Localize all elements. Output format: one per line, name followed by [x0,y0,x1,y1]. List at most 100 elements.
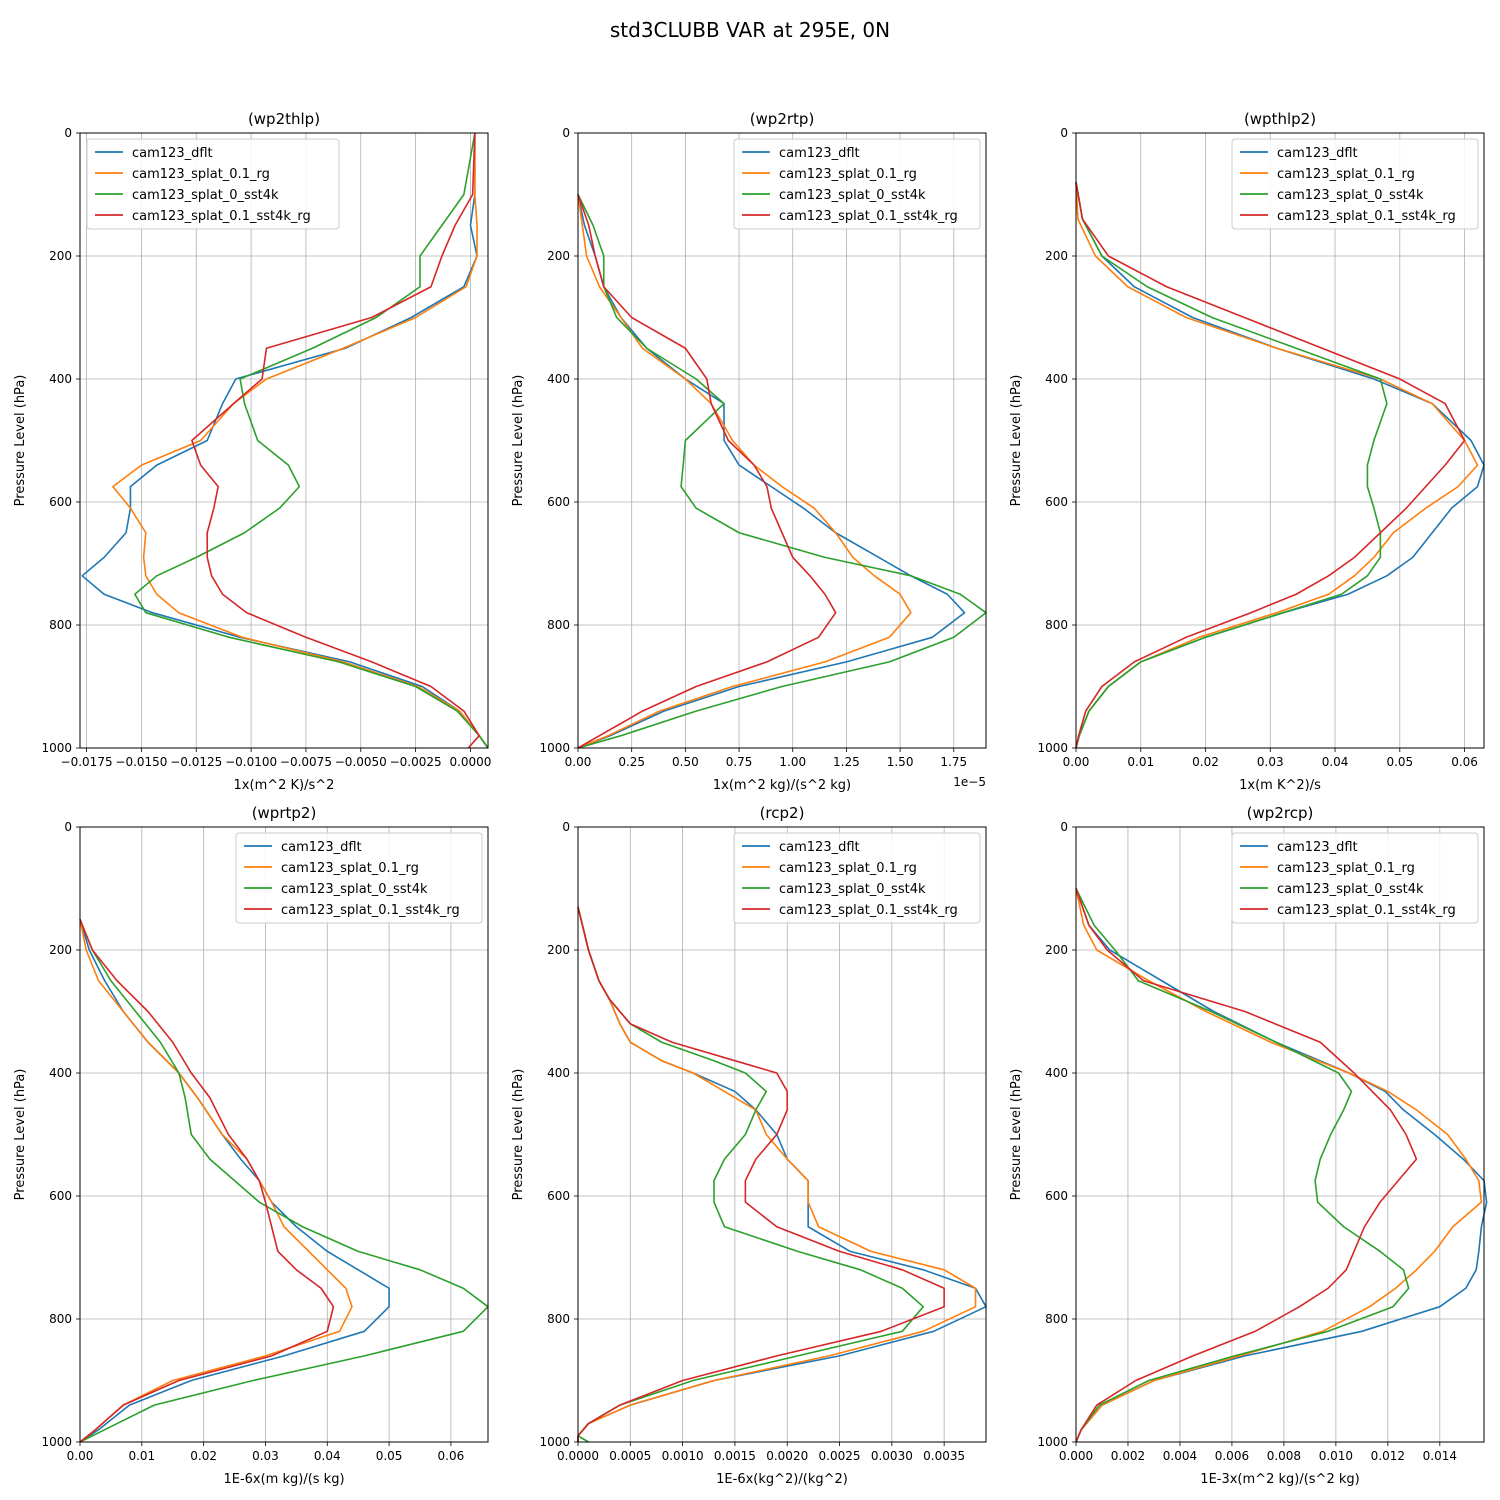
x-tick-label: 0.0035 [923,1449,965,1463]
y-tick-label: 600 [1045,495,1068,509]
plot-frame [577,132,987,749]
legend-entry: cam123_splat_0.1_rg [1277,861,1415,876]
legend: cam123_dflt cam123_splat_0.1_rg cam123_spl… [733,832,981,924]
x-tick-label: 0.0025 [819,1449,861,1463]
legend: cam123_dflt cam123_splat_0.1_rg cam123_spl… [1231,832,1479,924]
x-axis-label: 1x(m K^2)/s [1239,778,1321,793]
x-axis-label: 1x(m^2 K)/s^2 [234,778,335,793]
legend-entry: cam123_splat_0.1_rg [779,167,917,182]
x-axis-label: 1E-6x(m kg)/(s kg) [223,1472,344,1487]
x-tick-label: 0.006 [1215,1449,1249,1463]
legend-box [733,138,981,230]
x-tick-label: 0.002 [1111,1449,1145,1463]
legend-box [235,832,483,924]
legend-entry: cam123_splat_0_sst4k [779,882,926,897]
chart-panel-2: 0.00 0.25 0.50 0.75 1.00 1.25 1.50 1.75 0 200 400 6… [511,110,987,793]
x-tick-label: 0.0005 [609,1449,651,1463]
legend: cam123_dflt cam123_splat_0.1_rg cam123_spl… [1231,138,1479,230]
x-tick-label: 0.010 [1319,1449,1353,1463]
y-tick-label: 1000 [539,1435,570,1449]
legend-entry: cam123_splat_0.1_sst4k_rg [132,209,311,224]
series-line-cam123_splat_0_sst4k [1075,888,1410,1443]
legend-entry: cam123_splat_0_sst4k [132,188,279,203]
series-line-cam123_splat_0_sst4k [1075,182,1388,749]
panel-title: (wp2rtp) [750,110,815,128]
chart-panel-1: −0.0175 −0.0150 −0.0125 −0.0100 −0.0075 −0.00… [13,110,491,793]
x-axis-label: 1x(m^2 kg)/(s^2 kg) [713,778,851,793]
y-tick-label: 800 [49,1312,72,1326]
x-tick-label: 0.012 [1371,1449,1405,1463]
y-axis-label: Pressure Level (hPa) [13,375,28,507]
panel-title: (wp2rcp) [1247,804,1314,822]
legend-entry: cam123_splat_0.1_sst4k_rg [779,209,958,224]
series-line-cam123_splat_0.1_rg [577,906,977,1442]
series-line-cam123_splat_0.1_rg [1075,888,1483,1443]
x-tick-label: −0.0150 [115,755,167,769]
x-tick-label: 0.0000 [449,755,491,769]
x-tick-label: 0.02 [1192,755,1219,769]
x-tick-label: 0.50 [672,755,699,769]
legend-entry: cam123_splat_0_sst4k [281,882,428,897]
y-tick-label: 1000 [1037,741,1068,755]
chart-panel-3: 0.00 0.01 0.02 0.03 0.04 0.05 0.06 0 200 400 600 80… [1009,110,1485,793]
y-axis-label: Pressure Level (hPa) [13,1069,28,1201]
legend: cam123_dflt cam123_splat_0.1_rg cam123_spl… [86,138,340,230]
plot-frame [79,132,489,749]
series-line-cam123_splat_0.1_sst4k_rg [577,906,945,1442]
legend-entry: cam123_dflt [281,840,362,855]
x-tick-label: 0.00 [565,755,592,769]
y-tick-label: 200 [49,249,72,263]
legend: cam123_dflt cam123_splat_0.1_rg cam123_spl… [733,138,981,230]
legend-entry: cam123_splat_0.1_sst4k_rg [281,903,460,918]
x-tick-label: −0.0050 [335,755,387,769]
legend-entry: cam123_splat_0.1_rg [1277,167,1415,182]
y-tick-label: 200 [547,943,570,957]
y-axis-label: Pressure Level (hPa) [511,1069,526,1201]
series-line-cam123_splat_0_sst4k [134,132,489,749]
x-tick-label: 0.03 [252,1449,279,1463]
y-tick-label: 400 [1045,1066,1068,1080]
y-axis-label: Pressure Level (hPa) [1009,375,1024,507]
y-tick-label: 1000 [1037,1435,1068,1449]
y-tick-label: 200 [1045,943,1068,957]
y-tick-label: 800 [49,618,72,632]
x-tick-label: 0.04 [314,1449,341,1463]
figure-title: std3CLUBB VAR at 295E, 0N [610,18,890,42]
chart-panel-5: 0.0000 0.0005 0.0010 0.0015 0.0020 0.0025 0.00… [511,804,987,1487]
x-tick-label: −0.0175 [61,755,113,769]
series-line-cam123_dflt [577,194,966,749]
y-tick-label: 400 [1045,372,1068,386]
y-tick-label: 400 [547,372,570,386]
y-tick-label: 800 [1045,618,1068,632]
x-axis-label: 1E-6x(kg^2)/(kg^2) [716,1472,848,1487]
y-tick-label: 200 [1045,249,1068,263]
x-tick-label: 0.000 [1059,1449,1093,1463]
plot-frame [577,826,987,1443]
series-line-cam123_splat_0.1_sst4k_rg [1075,888,1418,1443]
x-tick-label: 1.75 [940,755,967,769]
legend-entry: cam123_splat_0_sst4k [1277,188,1424,203]
legend-entry: cam123_dflt [779,146,860,161]
x-tick-label: 0.0015 [714,1449,756,1463]
legend-box [733,832,981,924]
legend-entry: cam123_splat_0.1_rg [132,167,270,182]
legend-entry: cam123_splat_0_sst4k [1277,882,1424,897]
x-tick-label: 1.25 [833,755,860,769]
x-tick-label: 0.00 [1063,755,1090,769]
x-tick-label: 0.06 [1451,755,1478,769]
series-line-cam123_splat_0.1_rg [79,919,353,1443]
x-tick-label: 1.00 [779,755,806,769]
x-axis-label: 1E-3x(m^2 kg)/(s^2 kg) [1200,1472,1359,1487]
y-tick-label: 200 [547,249,570,263]
legend-entry: cam123_splat_0.1_rg [281,861,419,876]
series-line-cam123_splat_0_sst4k [79,918,489,1443]
series-line-cam123_splat_0.1_sst4k_rg [191,132,481,749]
y-tick-label: 1000 [539,741,570,755]
panel-title: (wprtp2) [252,804,317,822]
y-tick-label: 200 [49,943,72,957]
x-tick-label: −0.0075 [280,755,332,769]
y-tick-label: 0 [562,820,570,834]
x-tick-label: 0.01 [128,1449,155,1463]
